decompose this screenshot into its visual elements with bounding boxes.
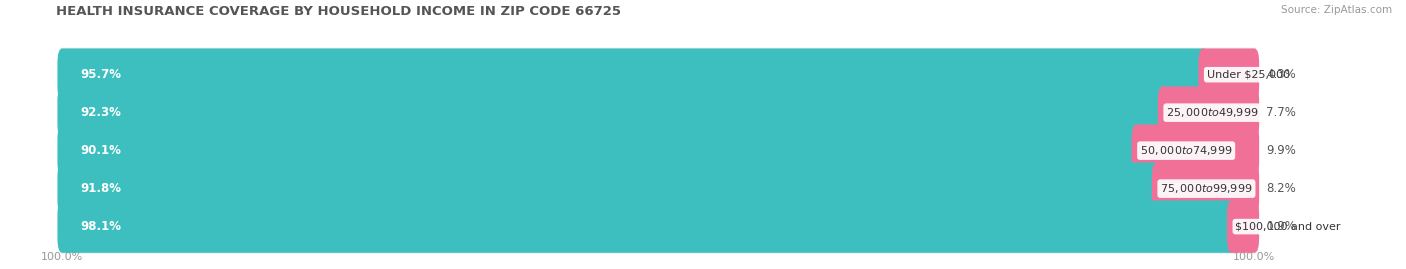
FancyBboxPatch shape [59,86,1258,140]
Text: 92.3%: 92.3% [80,106,121,119]
Text: Source: ZipAtlas.com: Source: ZipAtlas.com [1281,5,1392,15]
Text: 1.9%: 1.9% [1267,220,1296,233]
Text: 98.1%: 98.1% [80,220,121,233]
Text: 9.9%: 9.9% [1267,144,1296,157]
Text: 7.7%: 7.7% [1267,106,1296,119]
Text: $25,000 to $49,999: $25,000 to $49,999 [1166,106,1258,119]
Text: 91.8%: 91.8% [80,182,121,195]
FancyBboxPatch shape [58,86,1167,139]
Text: 4.3%: 4.3% [1267,68,1296,81]
Text: 8.2%: 8.2% [1267,182,1296,195]
FancyBboxPatch shape [58,125,1142,177]
FancyBboxPatch shape [1227,200,1260,253]
Text: 95.7%: 95.7% [80,68,121,81]
FancyBboxPatch shape [58,162,1161,215]
Text: 90.1%: 90.1% [80,144,121,157]
FancyBboxPatch shape [1132,125,1260,177]
FancyBboxPatch shape [59,162,1258,215]
Text: HEALTH INSURANCE COVERAGE BY HOUSEHOLD INCOME IN ZIP CODE 66725: HEALTH INSURANCE COVERAGE BY HOUSEHOLD I… [56,5,621,18]
FancyBboxPatch shape [58,200,1236,253]
FancyBboxPatch shape [59,124,1258,178]
FancyBboxPatch shape [1152,162,1260,215]
FancyBboxPatch shape [1157,86,1260,139]
Text: $75,000 to $99,999: $75,000 to $99,999 [1160,182,1253,195]
FancyBboxPatch shape [59,200,1258,254]
FancyBboxPatch shape [59,48,1258,102]
FancyBboxPatch shape [58,48,1208,101]
Text: $100,000 and over: $100,000 and over [1236,222,1341,232]
Text: Under $25,000: Under $25,000 [1206,70,1289,80]
FancyBboxPatch shape [1198,48,1260,101]
Text: $50,000 to $74,999: $50,000 to $74,999 [1140,144,1233,157]
